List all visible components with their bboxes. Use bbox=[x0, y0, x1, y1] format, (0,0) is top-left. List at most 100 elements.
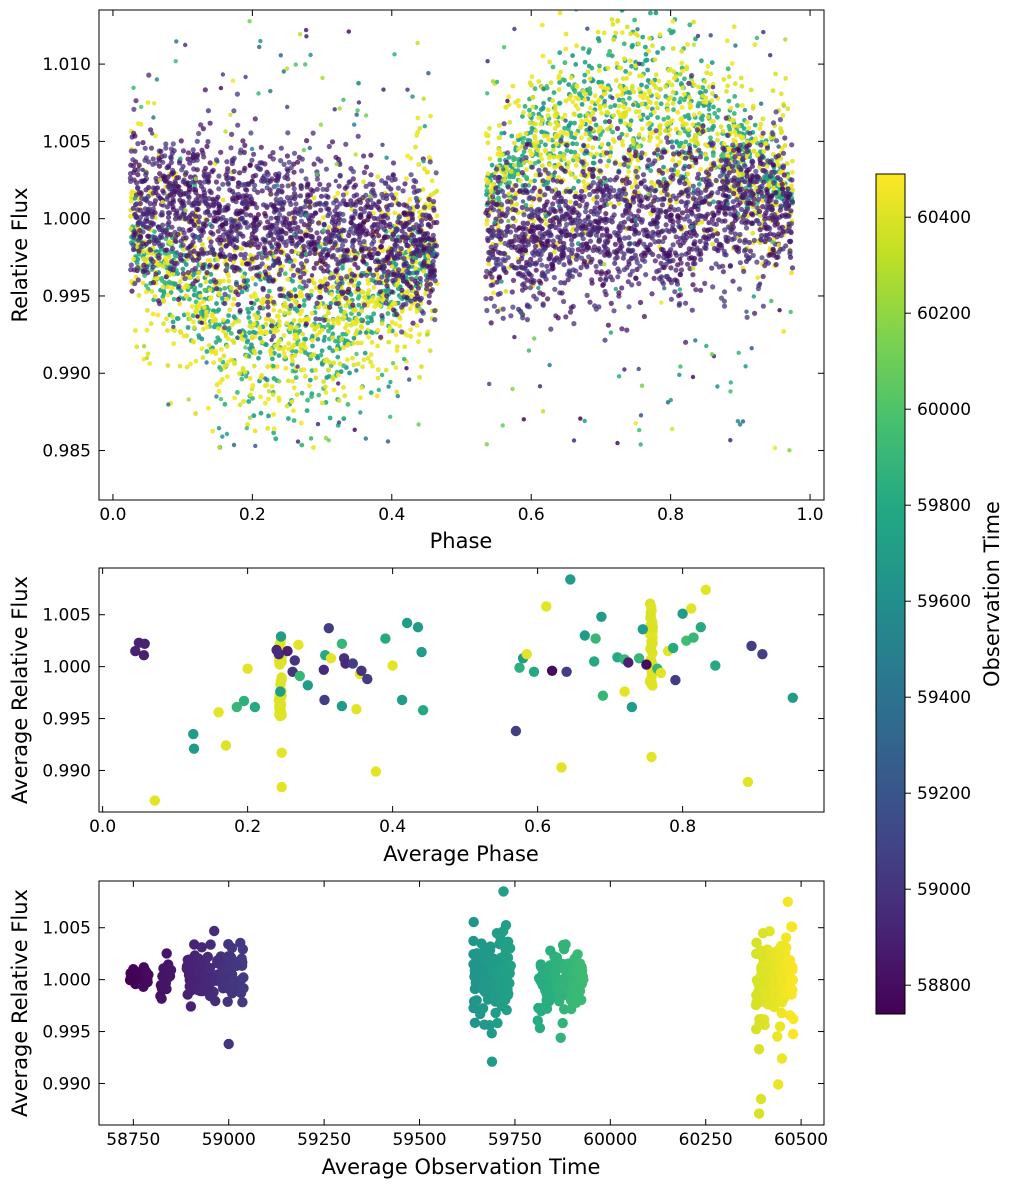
data-point bbox=[245, 306, 251, 312]
data-point bbox=[534, 140, 540, 145]
data-point bbox=[330, 348, 336, 354]
data-point bbox=[385, 175, 391, 181]
data-point bbox=[165, 284, 171, 290]
data-point bbox=[629, 268, 636, 274]
data-point bbox=[483, 274, 489, 280]
data-point bbox=[252, 116, 258, 122]
data-point bbox=[191, 339, 196, 345]
data-point bbox=[680, 120, 686, 126]
data-point bbox=[780, 190, 786, 196]
data-point bbox=[670, 242, 676, 248]
data-point bbox=[135, 141, 141, 147]
data-point bbox=[568, 199, 573, 205]
data-point bbox=[731, 190, 737, 197]
data-point bbox=[323, 384, 328, 390]
data-point bbox=[221, 278, 226, 284]
data-point bbox=[735, 103, 740, 108]
data-point bbox=[140, 229, 146, 235]
data-point bbox=[176, 283, 182, 289]
data-point bbox=[345, 402, 351, 407]
data-point bbox=[293, 375, 299, 380]
data-point bbox=[232, 395, 237, 401]
data-point bbox=[510, 223, 516, 229]
data-point bbox=[128, 262, 134, 268]
data-point bbox=[721, 298, 728, 304]
data-point bbox=[602, 238, 609, 245]
data-point bbox=[305, 397, 310, 403]
data-point bbox=[696, 101, 702, 106]
data-point bbox=[572, 149, 578, 155]
data-point bbox=[513, 100, 518, 105]
data-point bbox=[285, 183, 291, 189]
data-point bbox=[636, 109, 642, 114]
data-point bbox=[520, 140, 526, 146]
data-point bbox=[789, 142, 795, 148]
data-point bbox=[160, 284, 166, 290]
data-point bbox=[532, 178, 537, 184]
data-point bbox=[540, 163, 545, 169]
data-point bbox=[215, 228, 221, 234]
data-point bbox=[426, 293, 432, 299]
data-point bbox=[746, 125, 752, 131]
data-point bbox=[262, 211, 268, 217]
data-point bbox=[313, 285, 319, 291]
data-point bbox=[752, 137, 758, 143]
data-point bbox=[297, 284, 303, 290]
data-point bbox=[145, 308, 150, 313]
data-point bbox=[620, 255, 627, 261]
data-point bbox=[318, 207, 324, 213]
data-point bbox=[655, 143, 661, 149]
data-point bbox=[407, 197, 413, 202]
data-point bbox=[222, 285, 228, 291]
data-point bbox=[426, 155, 432, 160]
data-point bbox=[361, 169, 367, 176]
data-point bbox=[129, 189, 135, 195]
data-point bbox=[365, 281, 371, 286]
data-point bbox=[298, 420, 304, 426]
data-point bbox=[587, 105, 593, 111]
data-point bbox=[363, 272, 370, 278]
data-point bbox=[569, 273, 576, 280]
data-point bbox=[402, 344, 408, 350]
data-point bbox=[485, 180, 490, 186]
data-point bbox=[587, 89, 593, 95]
data-point bbox=[415, 115, 421, 121]
data-point bbox=[356, 280, 362, 286]
data-point bbox=[692, 82, 697, 88]
data-point bbox=[370, 330, 375, 336]
data-point bbox=[711, 104, 716, 110]
data-point bbox=[573, 95, 579, 101]
data-point bbox=[311, 265, 317, 271]
data-point bbox=[701, 99, 706, 105]
data-point bbox=[675, 169, 681, 175]
data-point bbox=[216, 186, 222, 192]
data-point bbox=[249, 256, 255, 262]
data-point bbox=[579, 102, 585, 107]
data-point bbox=[240, 367, 246, 373]
data-point bbox=[216, 290, 222, 296]
data-point bbox=[521, 135, 527, 141]
data-point bbox=[266, 396, 271, 402]
data-point bbox=[635, 102, 640, 108]
data-point bbox=[132, 133, 138, 139]
data-point bbox=[532, 243, 539, 249]
data-point bbox=[652, 57, 658, 63]
data-point bbox=[284, 304, 290, 310]
data-point bbox=[256, 355, 261, 361]
data-point bbox=[219, 296, 225, 301]
data-point bbox=[608, 104, 613, 110]
data-point bbox=[540, 105, 546, 111]
data-point bbox=[536, 115, 542, 121]
data-point bbox=[183, 170, 189, 176]
data-point bbox=[335, 284, 341, 290]
data-point bbox=[790, 158, 795, 164]
data-point bbox=[630, 137, 636, 143]
data-point bbox=[351, 283, 357, 288]
data-point bbox=[585, 69, 591, 75]
data-point bbox=[547, 162, 552, 168]
data-point bbox=[771, 185, 777, 191]
data-point bbox=[616, 201, 622, 207]
data-point bbox=[609, 17, 615, 22]
data-point bbox=[585, 112, 590, 117]
data-point bbox=[291, 215, 297, 221]
